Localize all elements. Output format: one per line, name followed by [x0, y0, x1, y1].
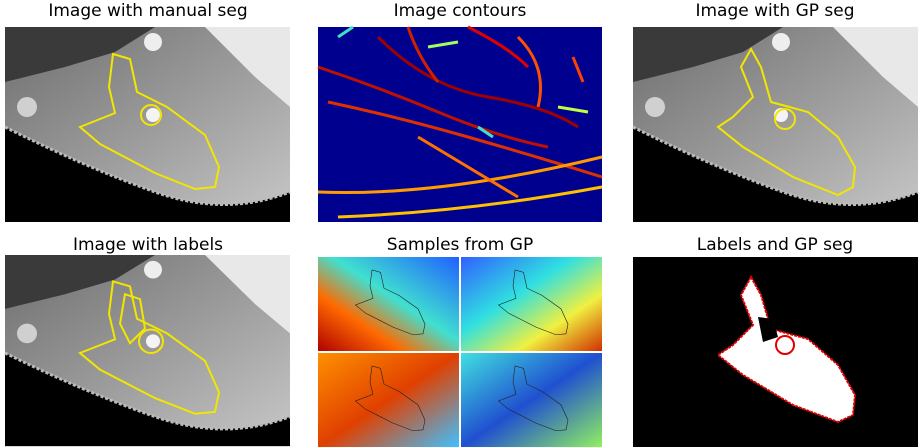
gp-samples — [318, 257, 602, 447]
image-labels — [3, 253, 292, 447]
panel-title: Labels and GP seg — [697, 235, 853, 255]
image-contours — [317, 25, 603, 222]
panel-title: Image contours — [394, 1, 527, 21]
panel-title: Image with GP seg — [695, 1, 854, 21]
image-manual-seg — [3, 25, 292, 224]
panel-title: Image with manual seg — [48, 1, 247, 21]
labels-gp-seg — [633, 257, 918, 447]
panel-title: Image with labels — [73, 235, 223, 255]
panel-title: Samples from GP — [387, 235, 533, 255]
image-gp-seg — [631, 25, 920, 224]
